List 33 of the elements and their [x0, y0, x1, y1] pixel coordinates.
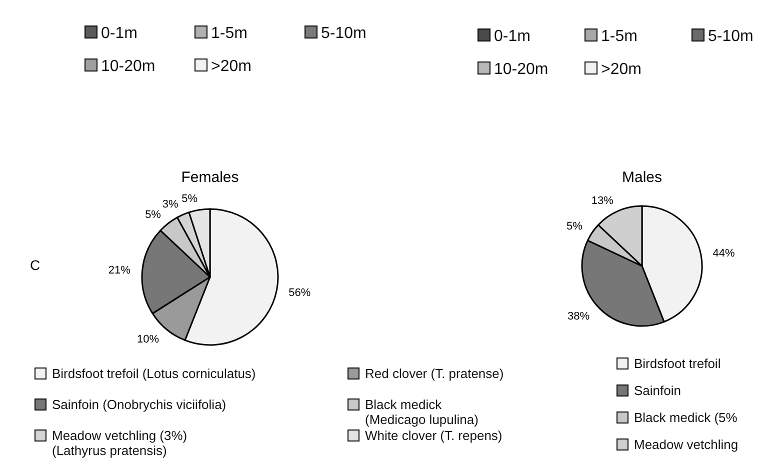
chart-title: Males: [622, 169, 662, 186]
category-label: >20m: [601, 61, 642, 78]
data-label: 56%: [288, 286, 311, 299]
category-label: 10-20m: [494, 61, 548, 78]
legend-label: Birdsfoot trefoil: [634, 356, 721, 371]
data-label: 5%: [566, 220, 583, 233]
category-label: 1-5m: [601, 28, 638, 45]
text: C: [30, 257, 40, 273]
category-label: >20m: [211, 58, 252, 75]
legend-label: Black medick (5%: [634, 410, 738, 425]
data-label: 44%: [712, 248, 735, 260]
data-label: 13%: [591, 194, 614, 207]
legend-label: Birdsfoot trefoil (Lotus corniculatus): [52, 366, 256, 381]
data-label: 5%: [182, 192, 198, 205]
chart-title: Females: [181, 169, 239, 186]
legend-label: Sainfoin (Onobrychis viciifolia): [52, 397, 226, 412]
legend-label: White clover (T. repens): [365, 428, 502, 443]
legend-label: Sainfoin: [634, 383, 681, 398]
data-label: 21%: [108, 264, 131, 276]
data-label: 5%: [145, 208, 162, 221]
legend-label: Meadow vetchling (3%) (Lathyrus pratensis): [52, 428, 188, 458]
legend-label: Meadow vetchling: [634, 437, 738, 452]
legend-label: Black medick (Medicago lupulina): [365, 397, 478, 427]
category-label: 0-1m: [494, 28, 530, 45]
category-label: 5-10m: [708, 28, 754, 45]
legend-label: Red clover (T. pratense): [365, 366, 504, 381]
category-label: 10-20m: [101, 58, 156, 75]
data-label: 3%: [162, 198, 178, 211]
category-label: 5-10m: [321, 25, 366, 42]
data-label: 38%: [567, 310, 590, 322]
data-label: 10%: [136, 334, 160, 346]
category-label: 0-1m: [101, 25, 138, 42]
category-label: 1-5m: [211, 25, 248, 42]
